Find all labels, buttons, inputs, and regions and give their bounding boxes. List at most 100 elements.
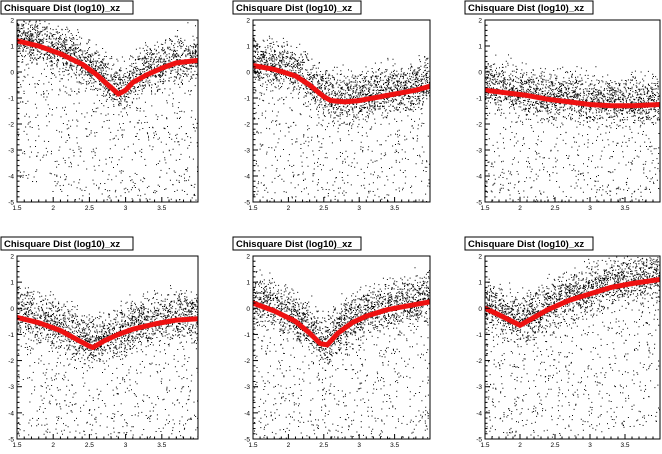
chart-title: Chisquare Dist (log10)_xz <box>4 3 120 14</box>
x-tick-label: 2 <box>287 205 291 212</box>
y-tick-label: -5 <box>8 200 14 207</box>
y-tick-label: -2 <box>8 122 14 129</box>
y-tick-label: -5 <box>476 200 482 207</box>
scatter-points <box>253 35 430 202</box>
mean-trend-line <box>253 63 430 105</box>
y-tick-label: -2 <box>244 358 250 365</box>
y-tick-label: 2 <box>10 18 14 25</box>
x-tick-label: 3.5 <box>620 205 629 212</box>
y-tick-label: 1 <box>478 280 482 287</box>
y-tick-label: 2 <box>246 254 250 261</box>
y-tick-label: -2 <box>244 122 250 129</box>
y-tick-label: 0 <box>10 70 14 77</box>
scatter-points <box>485 256 660 439</box>
x-tick-label: 2 <box>287 442 291 449</box>
x-tick-label: 2 <box>518 442 522 449</box>
title-box <box>0 236 134 251</box>
y-tick-label: -1 <box>8 96 14 103</box>
y-tick-label: -4 <box>8 174 14 181</box>
y-tick-label: 0 <box>10 306 14 313</box>
chart-title: Chisquare Dist (log10)_xz <box>4 239 120 250</box>
y-tick-label: -5 <box>244 200 250 207</box>
x-tick-label: 3 <box>588 205 592 212</box>
x-tick-label: 1.5 <box>480 442 489 449</box>
scatter-cloud <box>485 256 660 439</box>
y-tick-label: -4 <box>476 174 482 181</box>
y-tick-label: -3 <box>8 148 14 155</box>
plot-frame <box>16 19 199 203</box>
y-tick-label: -1 <box>244 96 250 103</box>
y-tick-label: -2 <box>8 358 14 365</box>
y-tick-label: 2 <box>478 18 482 25</box>
title-box <box>232 0 362 15</box>
x-tick-label: 3 <box>124 205 128 212</box>
y-tick-label: 1 <box>246 280 250 287</box>
chart-panel-2: 2 1 0 -1 -2 -3 -4 -51.5 2 2.5 3 3.5 Chisquare Dist (… <box>232 0 431 212</box>
x-tick-label: 2 <box>51 442 55 449</box>
y-tick-label: -2 <box>476 122 482 129</box>
x-tick-label: 2.5 <box>550 205 559 212</box>
mean-trend-line <box>17 38 198 97</box>
y-tick-label: 1 <box>246 44 250 51</box>
scatter-cloud <box>253 35 430 202</box>
mean-trend-line <box>253 299 430 348</box>
scatter-points <box>253 267 430 439</box>
x-tick-label: 2.5 <box>85 205 94 212</box>
y-tick-label: -1 <box>476 332 482 339</box>
chart-panel-1: 2 1 0 -1 -2 -3 -4 -51.5 2 2.5 3 3.5 Chisquare Dist (… <box>0 0 199 212</box>
y-tick-label: -1 <box>476 96 482 103</box>
x-tick-label: 3.5 <box>157 205 166 212</box>
scatter-points <box>485 54 660 202</box>
x-tick-label: 2.5 <box>550 442 559 449</box>
scatter-cloud <box>253 267 430 439</box>
plot-frame <box>16 255 199 440</box>
y-tick-label: 1 <box>10 280 14 287</box>
x-tick-label: 1.5 <box>12 442 21 449</box>
y-tick-label: 0 <box>246 306 250 313</box>
chart-panel-3: 2 1 0 -1 -2 -3 -4 -51.5 2 2.5 3 3.5 Chisquare Dist (… <box>464 0 661 212</box>
y-tick-label: -3 <box>476 384 482 391</box>
y-tick-label: 1 <box>478 44 482 51</box>
title-box <box>464 0 594 15</box>
chart-panel-4: 2 1 0 -1 -2 -3 -4 -51.5 2 2.5 3 3.5 Chisquare Dist (… <box>0 236 199 449</box>
y-tick-label: -3 <box>244 384 250 391</box>
y-tick-label: 2 <box>246 18 250 25</box>
y-tick-label: -4 <box>8 410 14 417</box>
y-tick-label: -4 <box>244 174 250 181</box>
mean-trend-line <box>17 314 198 350</box>
x-tick-label: 2.5 <box>319 205 328 212</box>
x-tick-label: 1.5 <box>248 205 257 212</box>
plot-frame <box>484 19 661 203</box>
y-tick-label: -5 <box>244 437 250 444</box>
chart-panel-6: 2 1 0 -1 -2 -3 -4 -51.5 2 2.5 3 3.5 Chisquare Dist (… <box>464 236 661 449</box>
x-tick-label: 2.5 <box>85 442 94 449</box>
y-tick-label: 0 <box>478 306 482 313</box>
x-tick-label: 2.5 <box>319 442 328 449</box>
y-tick-label: -1 <box>244 332 250 339</box>
x-tick-label: 3.5 <box>390 442 399 449</box>
x-tick-label: 1.5 <box>248 442 257 449</box>
x-tick-label: 2 <box>518 205 522 212</box>
y-tick-label: -3 <box>244 148 250 155</box>
chart-title: Chisquare Dist (log10)_xz <box>236 3 352 14</box>
plot-frame <box>252 19 431 203</box>
x-tick-label: 3.5 <box>157 442 166 449</box>
plot-frame <box>484 255 661 440</box>
mean-trend-line <box>485 87 660 109</box>
y-tick-label: 2 <box>478 254 482 261</box>
x-tick-label: 3.5 <box>390 205 399 212</box>
y-tick-label: -3 <box>476 148 482 155</box>
x-tick-label: 3 <box>357 205 361 212</box>
y-tick-label: -3 <box>8 384 14 391</box>
x-tick-label: 2 <box>51 205 55 212</box>
scatter-cloud <box>17 285 198 439</box>
mean-trend-line <box>485 277 660 328</box>
y-tick-label: -1 <box>8 332 14 339</box>
y-tick-label: 1 <box>10 44 14 51</box>
chart-panel-5: 2 1 0 -1 -2 -3 -4 -51.5 2 2.5 3 3.5 Chisquare Dist (… <box>232 236 431 449</box>
title-box <box>232 236 362 251</box>
y-tick-label: 0 <box>478 70 482 77</box>
y-tick-label: 0 <box>246 70 250 77</box>
